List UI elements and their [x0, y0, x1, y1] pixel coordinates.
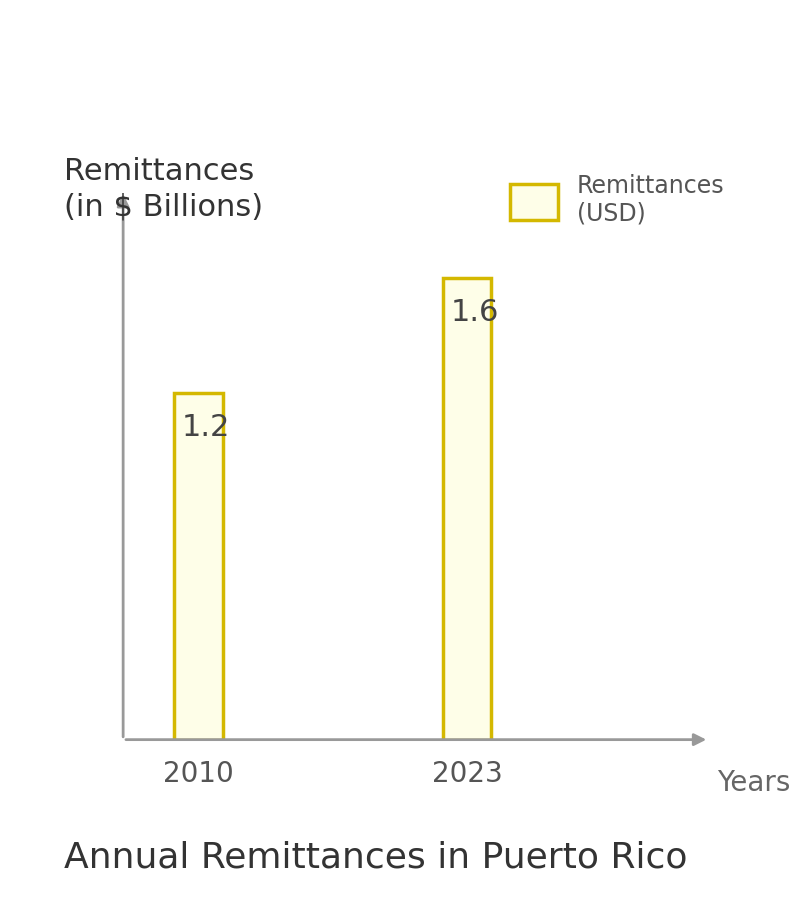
Legend: Remittances
(USD): Remittances (USD)	[510, 174, 724, 226]
Text: 1.6: 1.6	[450, 298, 498, 327]
Text: 1.2: 1.2	[182, 413, 230, 443]
Text: Years: Years	[717, 769, 790, 796]
Bar	[174, 393, 222, 740]
Bar	[443, 278, 491, 740]
Text: Annual Remittances in Puerto Rico: Annual Remittances in Puerto Rico	[64, 841, 687, 875]
Text: Remittances
(in $ Billions): Remittances (in $ Billions)	[64, 157, 263, 222]
